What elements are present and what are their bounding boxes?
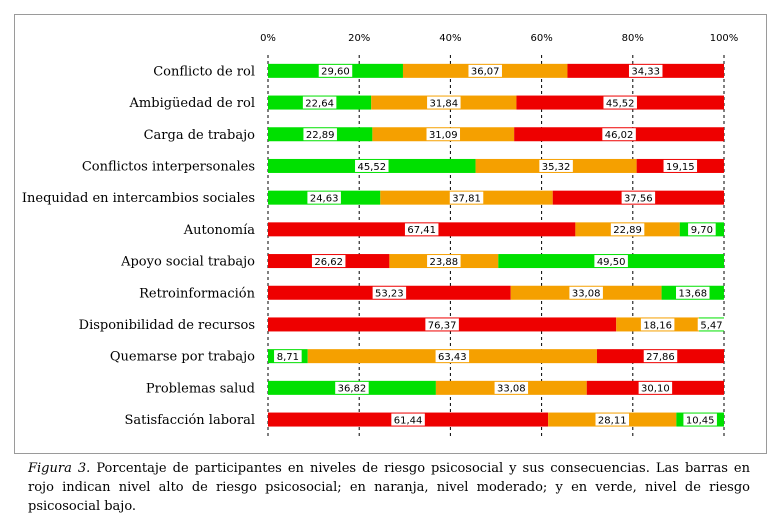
data-label-background (643, 350, 678, 363)
category-label: Satisfacción laboral (124, 413, 255, 428)
data-label: 33,08 (497, 384, 526, 395)
category-label: Apoyo social trabajo (120, 255, 255, 270)
data-label: 45,52 (357, 162, 386, 173)
data-label: 30,10 (641, 384, 670, 395)
data-label-background (683, 413, 717, 426)
category-label: Ambigüedad de rol (129, 96, 255, 111)
data-label: 26,62 (314, 257, 343, 268)
data-label: 9,70 (691, 225, 713, 236)
data-label: 5,47 (700, 320, 722, 331)
data-label-background (318, 64, 353, 77)
data-label: 28,11 (598, 415, 627, 426)
data-label-background (610, 223, 645, 236)
category-label: Retroinformación (139, 286, 255, 301)
data-label-background (569, 286, 603, 299)
data-label: 76,37 (428, 320, 457, 331)
x-tick-label: 40% (439, 33, 461, 44)
data-label: 34,33 (631, 67, 660, 78)
data-label-background (628, 64, 663, 77)
figure-label: Figura 3. (28, 461, 91, 476)
data-label-background (274, 350, 302, 363)
data-label-background (425, 318, 459, 331)
category-label: Conflicto de rol (153, 64, 255, 79)
data-label: 36,82 (338, 384, 367, 395)
caption-text: Porcentaje de participantes en niveles d… (28, 461, 751, 514)
x-tick-label: 0% (260, 33, 276, 44)
category-label: Quemarse por trabajo (110, 350, 255, 365)
data-label: 23,88 (430, 257, 459, 268)
x-tick-label: 100% (710, 33, 739, 44)
category-label: Conflictos interpersonales (82, 159, 255, 174)
data-label-background (302, 96, 337, 109)
data-label-background (427, 255, 461, 268)
data-label: 45,52 (606, 98, 635, 109)
data-label-background (594, 255, 628, 268)
data-label-background (311, 255, 346, 268)
data-label: 31,84 (430, 98, 459, 109)
data-label: 37,56 (624, 193, 653, 204)
data-label-background (303, 128, 337, 141)
data-label: 36,07 (471, 67, 500, 78)
data-label: 61,44 (394, 415, 423, 426)
category-label: Inequidad en intercambios sociales (22, 191, 255, 206)
data-label: 31,09 (429, 130, 458, 141)
x-tick-label: 20% (348, 33, 370, 44)
category-label: Carga de trabajo (144, 128, 256, 143)
data-label-background (427, 96, 461, 109)
data-label: 49,50 (597, 257, 626, 268)
data-label: 29,60 (321, 67, 350, 78)
data-label-background (539, 159, 573, 172)
data-label: 53,23 (375, 289, 404, 300)
data-label: 13,68 (678, 289, 707, 300)
data-label-background (603, 96, 637, 109)
data-label: 10,45 (686, 415, 715, 426)
data-label: 37,81 (452, 193, 481, 204)
data-label-background (404, 223, 439, 236)
data-label-background (426, 128, 461, 141)
category-label: Problemas salud (146, 381, 255, 396)
data-label-background (468, 64, 502, 77)
figure-caption: Figura 3. Porcentaje de participantes en… (28, 459, 750, 516)
data-label: 8,71 (277, 352, 299, 363)
data-label-background (697, 318, 726, 331)
data-label-background (663, 159, 698, 172)
data-label-background (391, 413, 425, 426)
data-label-background (638, 381, 673, 394)
data-label-background (307, 191, 341, 204)
data-label-background (449, 191, 484, 204)
data-label-background (494, 381, 529, 394)
data-label: 46,02 (605, 130, 634, 141)
data-label-background (688, 223, 716, 236)
data-label-background (355, 159, 389, 172)
data-label: 24,63 (310, 193, 339, 204)
data-label-background (602, 128, 636, 141)
data-label: 33,08 (572, 289, 601, 300)
x-tick-label: 60% (530, 33, 552, 44)
data-label-background (676, 286, 710, 299)
data-label-background (595, 413, 630, 426)
data-label: 27,86 (646, 352, 675, 363)
data-label: 22,89 (306, 130, 335, 141)
data-label: 18,16 (643, 320, 672, 331)
data-label-background (640, 318, 675, 331)
category-label: Autonomía (183, 223, 255, 238)
data-label: 22,89 (613, 225, 642, 236)
category-label: Disponibilidad de recursos (79, 318, 255, 333)
data-label: 35,32 (542, 162, 571, 173)
data-label: 22,64 (305, 98, 334, 109)
data-label: 19,15 (666, 162, 695, 173)
data-label-background (621, 191, 656, 204)
x-tick-label: 80% (622, 33, 644, 44)
data-label-background (372, 286, 407, 299)
data-label: 67,41 (407, 225, 436, 236)
data-label: 63,43 (438, 352, 467, 363)
data-label-background (435, 350, 470, 363)
data-label-background (335, 381, 369, 394)
